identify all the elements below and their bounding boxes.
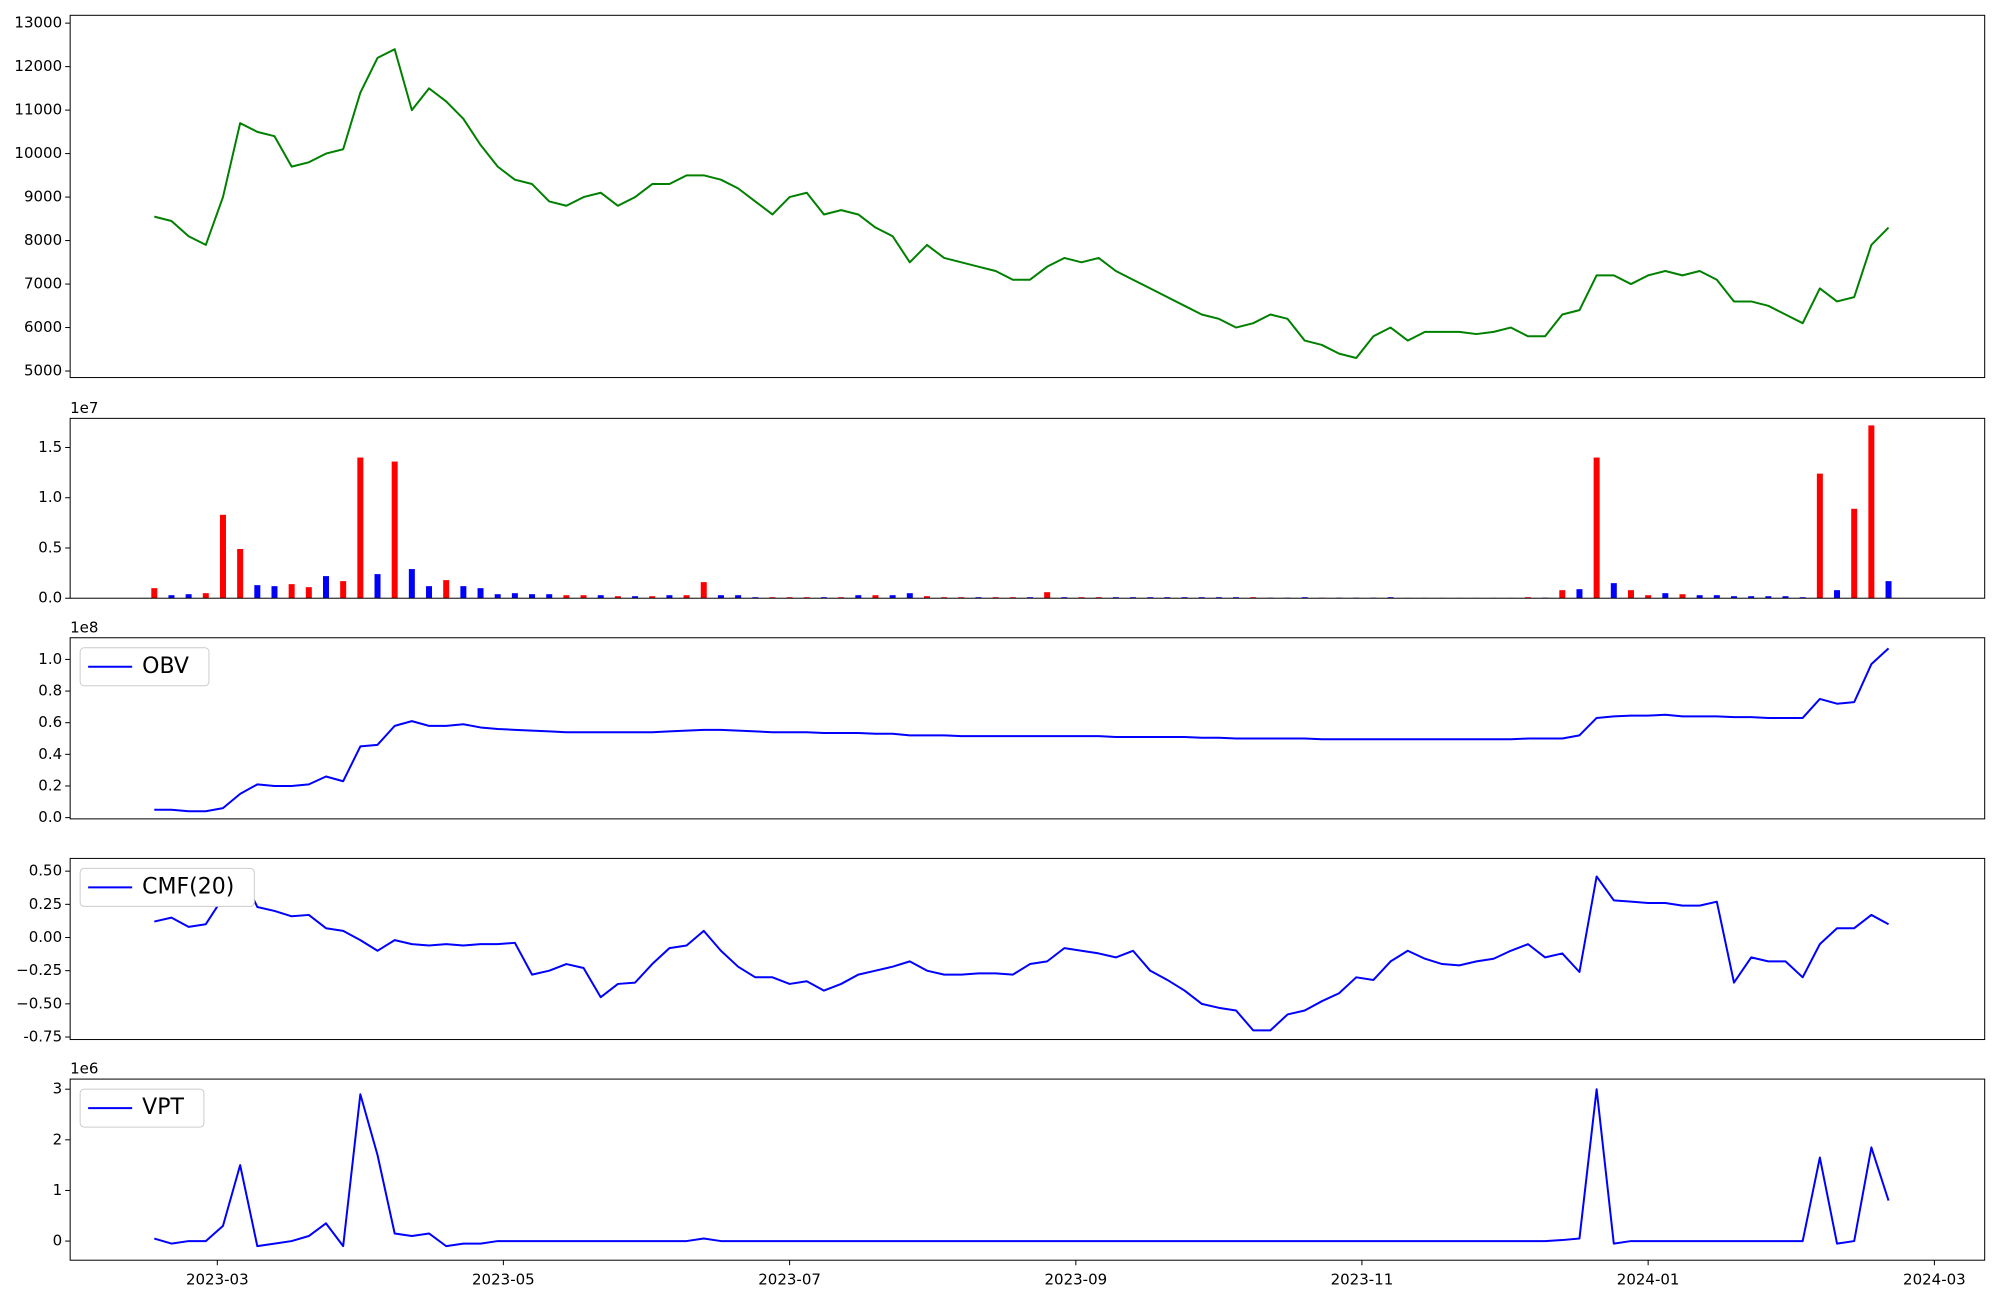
y-tick-label: −0.25 <box>16 961 62 979</box>
line-series <box>154 1089 1888 1246</box>
x-tick-label: 2023-11 <box>1331 1271 1394 1289</box>
bar <box>271 586 277 598</box>
bar <box>1851 509 1857 598</box>
bar <box>1679 594 1685 598</box>
bar <box>512 593 518 598</box>
y-tick-label: −0.50 <box>16 994 62 1012</box>
y-tick-label: 0.0 <box>38 808 62 826</box>
bar <box>289 584 295 598</box>
y-tick-label: 0.4 <box>38 745 62 763</box>
y-tick-label: -0.75 <box>23 1028 62 1046</box>
bar <box>375 574 381 598</box>
bar <box>1817 474 1823 599</box>
y-tick-label: 1 <box>53 1181 63 1199</box>
bar <box>701 582 707 598</box>
bar <box>495 594 501 598</box>
axis-offset-label: 1e6 <box>70 1060 98 1078</box>
legend-label: VPT <box>142 1095 184 1120</box>
bar <box>546 594 552 598</box>
bar <box>323 576 329 598</box>
y-tick-label: 0.00 <box>29 928 62 946</box>
x-tick-label: 2024-01 <box>1617 1271 1680 1289</box>
axis-offset-label: 1e8 <box>70 618 98 636</box>
y-tick-label: 0.50 <box>29 862 62 880</box>
bar <box>1834 590 1840 598</box>
y-tick-label: 0.5 <box>38 538 62 556</box>
y-tick-label: 6000 <box>24 318 62 336</box>
y-tick-label: 8000 <box>24 231 62 249</box>
plot-frame <box>70 15 1985 377</box>
panel: 0.0 0.5 1.0 1.5 1e7 <box>38 399 1984 607</box>
bar <box>1559 590 1565 598</box>
y-tick-label: 5000 <box>24 362 62 380</box>
y-tick-label: 0.6 <box>38 713 62 731</box>
bar <box>1868 425 1874 598</box>
y-tick-label: 9000 <box>24 188 62 206</box>
plot-frame <box>70 1079 1985 1260</box>
legend: OBV <box>80 648 209 686</box>
y-tick-label: 3 <box>53 1080 63 1098</box>
y-tick-label: 11000 <box>14 101 62 119</box>
x-tick-label: 2023-09 <box>1045 1271 1108 1289</box>
bar <box>1662 593 1668 598</box>
bar <box>306 587 312 598</box>
y-tick-label: 12000 <box>14 57 62 75</box>
y-tick-label: 0.25 <box>29 895 62 913</box>
bar <box>392 462 398 599</box>
x-tick-label: 2024-03 <box>1903 1271 1966 1289</box>
x-tick-label: 2023-07 <box>758 1271 821 1289</box>
y-tick-label: 2 <box>53 1130 63 1148</box>
bar <box>1628 590 1634 598</box>
bar <box>237 549 243 598</box>
y-tick-label: 13000 <box>14 14 62 32</box>
legend: CMF(20) <box>80 868 254 906</box>
bar <box>357 458 363 599</box>
bar <box>426 586 432 598</box>
bar <box>907 593 913 598</box>
y-tick-label: 0.2 <box>38 776 62 794</box>
panel: 5000 6000 7000 8000 9000 10000 11000 12000 13000 <box>14 14 1984 380</box>
y-tick-label: 7000 <box>24 275 62 293</box>
bar <box>1886 581 1892 598</box>
plot-frame <box>70 638 1985 819</box>
bar <box>460 586 466 598</box>
bar <box>220 515 226 598</box>
line-series <box>154 49 1888 358</box>
bar <box>340 581 346 598</box>
bar <box>203 593 209 598</box>
bar <box>529 594 535 598</box>
bar <box>478 588 484 598</box>
y-tick-label: 0.0 <box>38 589 62 607</box>
bar <box>254 585 260 598</box>
panel: 0.0 0.2 0.4 0.6 0.8 1.0 1e8 OBV <box>38 618 1984 826</box>
legend: VPT <box>80 1089 204 1127</box>
y-tick-label: 1.0 <box>38 650 62 668</box>
bar <box>1044 592 1050 598</box>
line-series <box>154 648 1888 811</box>
x-tick-label: 2023-03 <box>186 1271 249 1289</box>
bar <box>186 594 192 598</box>
bar <box>443 580 449 598</box>
panel: -0.75 −0.50 −0.25 0.00 0.25 0.50 CMF(20) <box>16 858 1985 1045</box>
x-tick-label: 2023-05 <box>472 1271 535 1289</box>
axis-offset-label: 1e7 <box>70 399 98 417</box>
panel: 0 1 2 3 1e6 2023-03 2023-05 2023-07 2023-09 2023-… <box>53 1060 1985 1289</box>
bar <box>1611 583 1617 598</box>
bar <box>409 569 415 598</box>
bar <box>151 588 157 598</box>
y-tick-label: 1.5 <box>38 438 62 456</box>
legend-label: CMF(20) <box>142 874 234 899</box>
y-tick-label: 0 <box>53 1232 63 1250</box>
y-tick-label: 1.0 <box>38 488 62 506</box>
bar <box>1576 589 1582 598</box>
plot-frame <box>70 418 1985 598</box>
bar <box>1594 458 1600 599</box>
y-tick-label: 10000 <box>14 144 62 162</box>
legend-label: OBV <box>142 654 189 679</box>
line-series <box>154 871 1888 1030</box>
y-tick-label: 0.8 <box>38 682 62 700</box>
plot-frame <box>70 858 1985 1039</box>
